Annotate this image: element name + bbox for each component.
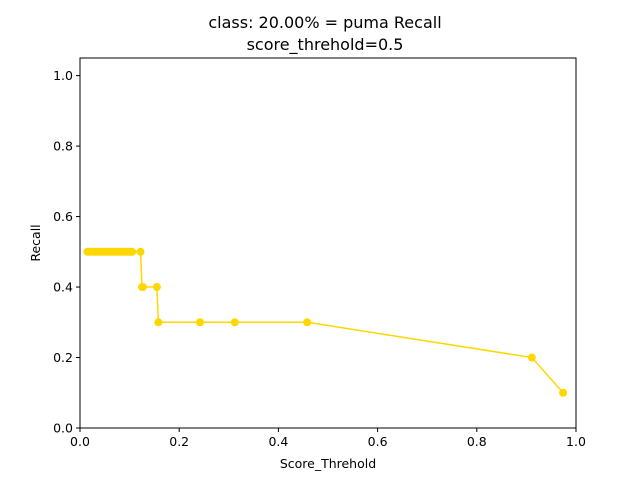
y-axis: 0.0 0.2 0.4 0.6 0.8 1.0 — [53, 68, 80, 436]
y-tick-label: 0.2 — [53, 350, 73, 365]
x-tick-label: 1.0 — [566, 434, 586, 449]
data-point — [196, 318, 205, 327]
y-tick-label: 0.4 — [53, 280, 73, 295]
x-tick-label: 0.4 — [268, 434, 288, 449]
x-axis: 0.0 0.2 0.4 0.6 0.8 1.0 — [70, 428, 586, 449]
y-tick-label: 0.8 — [53, 139, 73, 154]
chart-subtitle: score_threhold=0.5 — [247, 35, 404, 55]
data-point — [230, 318, 239, 327]
data-point — [128, 247, 137, 256]
x-tick-label: 0.8 — [467, 434, 487, 449]
data-point — [527, 353, 536, 362]
series-layer — [83, 247, 568, 397]
x-tick-label: 0.0 — [70, 434, 90, 449]
data-point — [303, 318, 312, 327]
y-tick-label: 0.0 — [53, 421, 73, 436]
plot-frame — [79, 57, 577, 429]
x-tick-label: 0.6 — [368, 434, 388, 449]
data-point — [152, 283, 161, 292]
data-point — [154, 318, 163, 327]
y-tick-label: 1.0 — [53, 68, 73, 83]
chart-title: class: 20.00% = puma Recall — [208, 13, 441, 32]
y-axis-label: Recall — [28, 224, 43, 261]
data-point — [138, 283, 147, 292]
x-axis-label: Score_Threhold — [280, 456, 376, 471]
data-point — [136, 247, 145, 256]
y-tick-label: 0.6 — [53, 209, 73, 224]
x-tick-label: 0.2 — [169, 434, 189, 449]
data-point — [559, 388, 568, 397]
